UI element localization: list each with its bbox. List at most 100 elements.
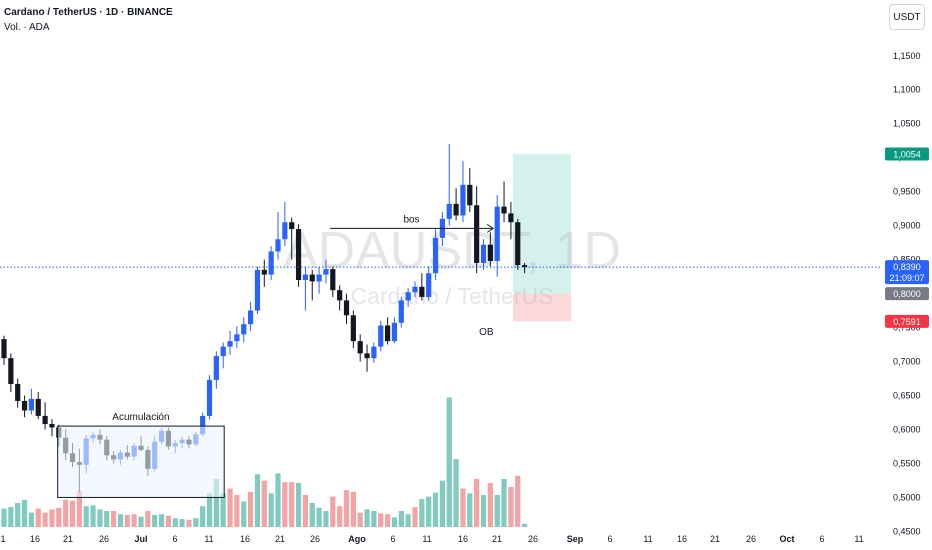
volume-bar bbox=[200, 506, 206, 527]
candle[interactable] bbox=[220, 346, 226, 357]
x-tick-label: 1 bbox=[0, 534, 5, 544]
watermark-name: Cardano / TetherUS bbox=[351, 283, 554, 309]
x-tick-label: 16 bbox=[458, 534, 468, 544]
candle[interactable] bbox=[467, 184, 473, 206]
candle[interactable] bbox=[261, 269, 267, 275]
candle[interactable] bbox=[350, 315, 356, 342]
x-tick-label: 11 bbox=[204, 534, 213, 544]
volume-bar bbox=[391, 517, 398, 527]
volume-bar bbox=[419, 499, 425, 527]
candle[interactable] bbox=[254, 269, 261, 311]
candle[interactable] bbox=[501, 206, 507, 214]
candle[interactable] bbox=[213, 356, 219, 380]
candle[interactable] bbox=[515, 222, 521, 266]
target-zone[interactable] bbox=[513, 154, 571, 294]
x-tick-label: 6 bbox=[607, 534, 612, 544]
volume-bar bbox=[131, 514, 137, 527]
volume-bar bbox=[220, 493, 226, 527]
candle[interactable] bbox=[474, 205, 480, 264]
volume-bar bbox=[480, 495, 487, 527]
volume-bar bbox=[248, 491, 254, 527]
y-tick-label: 0,4500 bbox=[893, 526, 921, 536]
candle[interactable] bbox=[241, 324, 247, 335]
candle[interactable] bbox=[8, 358, 14, 384]
candle[interactable] bbox=[35, 398, 41, 416]
candle[interactable] bbox=[289, 222, 295, 230]
stop-zone[interactable] bbox=[513, 293, 571, 322]
candle[interactable] bbox=[494, 206, 500, 261]
candle[interactable] bbox=[21, 400, 28, 411]
candle[interactable] bbox=[248, 310, 254, 325]
candle[interactable] bbox=[391, 322, 398, 342]
candle[interactable] bbox=[460, 184, 466, 216]
x-tick-label: 21 bbox=[492, 534, 502, 544]
volume-bar bbox=[432, 492, 439, 527]
candle[interactable] bbox=[337, 290, 343, 301]
candle[interactable] bbox=[282, 222, 288, 240]
accumulation-box[interactable] bbox=[57, 425, 225, 498]
candle[interactable] bbox=[302, 274, 308, 280]
volume-bar bbox=[323, 511, 329, 527]
candle[interactable] bbox=[432, 237, 439, 274]
candle[interactable] bbox=[522, 265, 528, 268]
candle[interactable] bbox=[227, 341, 233, 347]
candle[interactable] bbox=[446, 203, 452, 219]
candle[interactable] bbox=[378, 325, 384, 347]
candle[interactable] bbox=[323, 269, 329, 275]
candle[interactable] bbox=[405, 292, 411, 301]
volume-bar bbox=[104, 511, 110, 527]
candle[interactable] bbox=[453, 203, 459, 216]
x-tick-label: 16 bbox=[30, 534, 40, 544]
candle[interactable] bbox=[42, 415, 48, 425]
candle[interactable] bbox=[398, 300, 404, 323]
volume-bar bbox=[508, 487, 514, 527]
y-tick-label: 0,6500 bbox=[893, 391, 921, 401]
candle[interactable] bbox=[28, 398, 34, 411]
volume-bar bbox=[49, 509, 55, 527]
volume-bar bbox=[439, 480, 445, 527]
volume-bar bbox=[56, 507, 62, 527]
candle[interactable] bbox=[295, 229, 302, 280]
candle[interactable] bbox=[316, 274, 322, 282]
volume-bar bbox=[302, 495, 308, 527]
candle[interactable] bbox=[1, 339, 7, 359]
volume-legend[interactable]: Vol. · ADA bbox=[4, 22, 50, 33]
candle[interactable] bbox=[412, 286, 418, 293]
candle[interactable] bbox=[487, 244, 493, 261]
candle[interactable] bbox=[49, 424, 55, 428]
volume-bar bbox=[337, 506, 343, 527]
candle[interactable] bbox=[15, 383, 21, 401]
currency-button[interactable]: USDT bbox=[889, 4, 925, 30]
candle[interactable] bbox=[371, 346, 377, 359]
x-tick-label: 26 bbox=[310, 534, 320, 544]
candle[interactable] bbox=[206, 379, 213, 416]
candle[interactable] bbox=[343, 300, 350, 316]
candle[interactable] bbox=[200, 415, 206, 435]
volume-bar bbox=[412, 507, 418, 527]
candle[interactable] bbox=[357, 341, 363, 354]
x-axis: 1 16 21 26 Jul 6 11 16 21 26 Ago 6 11 16 21 26 Sep 6 11 16 2… bbox=[0, 534, 863, 544]
volume-bar bbox=[69, 500, 76, 527]
x-tick-label: 11 bbox=[422, 534, 431, 544]
candle[interactable] bbox=[480, 244, 487, 264]
candle[interactable] bbox=[508, 213, 514, 223]
candle[interactable] bbox=[426, 273, 432, 297]
candle[interactable] bbox=[309, 274, 315, 282]
price-label-target bbox=[885, 147, 929, 161]
x-tick-label: 26 bbox=[99, 534, 109, 544]
candle[interactable] bbox=[268, 251, 274, 275]
volume-bar bbox=[76, 491, 82, 527]
symbol-title[interactable]: Cardano / TetherUS · 1D · BINANCE bbox=[4, 7, 173, 18]
candle[interactable] bbox=[330, 269, 336, 291]
volume-bar bbox=[446, 397, 452, 527]
volume-bar bbox=[275, 473, 281, 527]
candle[interactable] bbox=[419, 286, 425, 297]
candle[interactable] bbox=[275, 239, 281, 252]
candle[interactable] bbox=[385, 325, 391, 342]
candle[interactable] bbox=[364, 353, 370, 359]
y-tick-label: 0,6000 bbox=[893, 424, 921, 434]
candle[interactable] bbox=[234, 334, 240, 342]
bos-label: bos bbox=[403, 214, 419, 225]
